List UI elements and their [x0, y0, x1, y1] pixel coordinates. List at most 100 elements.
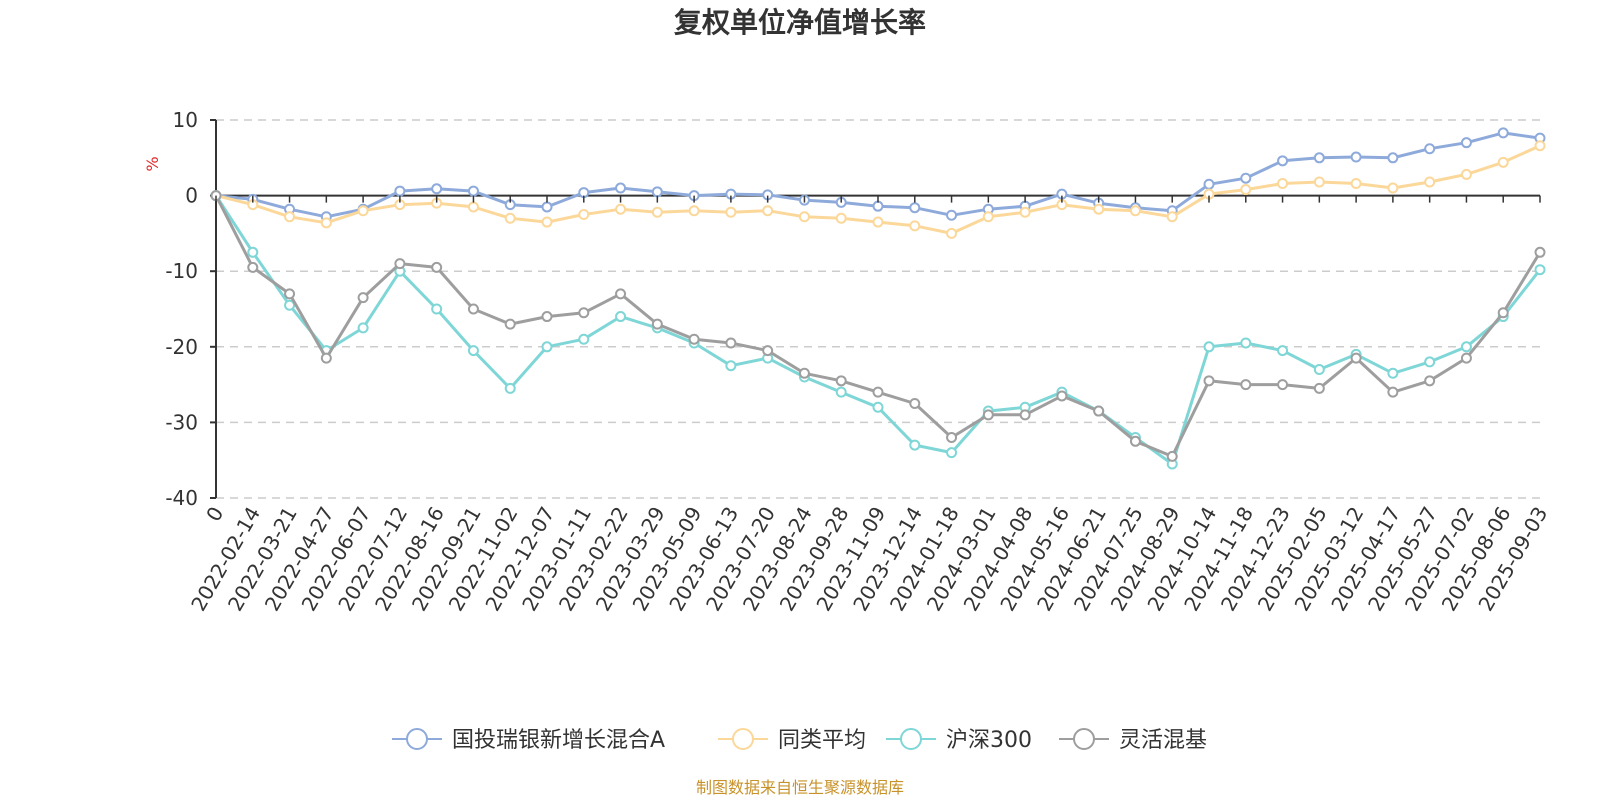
legend-marker	[1073, 728, 1095, 750]
data-point	[394, 258, 406, 270]
data-point	[615, 288, 627, 300]
data-point	[725, 206, 737, 218]
legend-item[interactable]: 灵活混基	[1059, 728, 1207, 753]
data-point	[247, 246, 259, 258]
data-point	[909, 398, 921, 409]
data-point	[1497, 127, 1509, 139]
data-point	[1277, 379, 1289, 391]
data-point	[394, 185, 406, 197]
series-2	[210, 190, 1546, 470]
data-point	[1424, 375, 1436, 387]
y-tick-label: 10	[173, 108, 198, 132]
data-point	[1019, 206, 1031, 218]
series-0	[210, 127, 1546, 223]
y-tick-label: -10	[165, 259, 198, 283]
data-point	[872, 386, 884, 398]
data-point	[798, 211, 810, 223]
data-point	[1350, 352, 1362, 364]
data-point	[946, 227, 958, 239]
data-point	[284, 211, 296, 223]
data-point	[541, 311, 553, 323]
data-point	[1313, 152, 1325, 164]
data-point	[1240, 184, 1252, 196]
legend-item[interactable]: 同类平均	[718, 728, 866, 753]
data-point	[357, 205, 369, 217]
y-tick-label: -30	[165, 410, 198, 434]
data-point	[1424, 143, 1436, 155]
data-point	[651, 186, 663, 198]
data-point	[835, 212, 847, 224]
data-point	[1534, 140, 1546, 152]
data-point	[688, 205, 700, 217]
data-point	[615, 182, 627, 194]
data-point	[1240, 379, 1252, 391]
legend-label: 灵活混基	[1119, 728, 1207, 753]
data-point	[615, 203, 627, 215]
y-tick-label: 0	[185, 184, 198, 208]
data-point	[1497, 307, 1509, 319]
data-point	[541, 216, 553, 228]
data-point	[872, 216, 884, 228]
data-point	[1166, 211, 1178, 223]
data-point	[946, 447, 958, 459]
data-point	[1350, 151, 1362, 163]
data-point	[688, 333, 700, 345]
data-point	[1424, 356, 1436, 368]
data-point	[651, 318, 663, 330]
data-point	[578, 333, 590, 345]
data-point	[1203, 375, 1215, 387]
y-axis-label: %	[143, 156, 162, 171]
data-point	[284, 288, 296, 300]
data-point	[1497, 156, 1509, 168]
data-point	[1534, 264, 1546, 276]
data-point	[504, 382, 516, 394]
data-point	[909, 439, 921, 451]
data-point	[946, 432, 958, 444]
legend-item[interactable]: 国投瑞银新增长混合A	[392, 728, 665, 753]
data-point	[1240, 337, 1252, 349]
y-tick-label: -20	[165, 335, 198, 359]
gridlines	[216, 119, 1540, 499]
data-point	[357, 322, 369, 334]
series-3	[210, 190, 1546, 462]
data-point	[982, 211, 994, 223]
data-point	[1019, 409, 1031, 421]
data-point	[762, 345, 774, 357]
series-1	[210, 140, 1546, 239]
data-point	[504, 318, 516, 330]
series-line	[214, 194, 1542, 466]
data-point	[1387, 367, 1399, 379]
data-point	[1534, 246, 1546, 258]
data-source-note: 制图数据来自恒生聚源数据库	[696, 778, 904, 797]
data-point	[1387, 386, 1399, 398]
data-point	[431, 183, 443, 195]
data-point	[467, 201, 479, 213]
data-point	[982, 409, 994, 421]
data-point	[467, 345, 479, 357]
data-point	[1203, 178, 1215, 190]
data-point	[1460, 352, 1472, 364]
data-point	[1350, 178, 1362, 190]
series-line	[214, 194, 1542, 458]
data-point	[835, 375, 847, 387]
data-point	[578, 307, 590, 319]
data-point	[1424, 176, 1436, 188]
legend-marker	[900, 728, 922, 750]
data-point	[431, 303, 443, 315]
legend-label: 沪深300	[946, 728, 1032, 753]
legend-item[interactable]: 沪深300	[886, 728, 1032, 753]
data-point	[247, 261, 259, 273]
data-point	[615, 311, 627, 323]
data-point	[1093, 203, 1105, 215]
legend[interactable]: 国投瑞银新增长混合A 同类平均 沪深300 灵活混基	[392, 728, 1207, 753]
legend-marker	[406, 728, 428, 750]
data-point	[1313, 176, 1325, 188]
data-point	[909, 220, 921, 232]
series-lines	[210, 127, 1546, 470]
y-tick-label: -40	[165, 486, 198, 510]
data-point	[578, 209, 590, 220]
data-point	[1277, 178, 1289, 190]
data-point	[1129, 435, 1141, 447]
data-point	[1460, 341, 1472, 353]
